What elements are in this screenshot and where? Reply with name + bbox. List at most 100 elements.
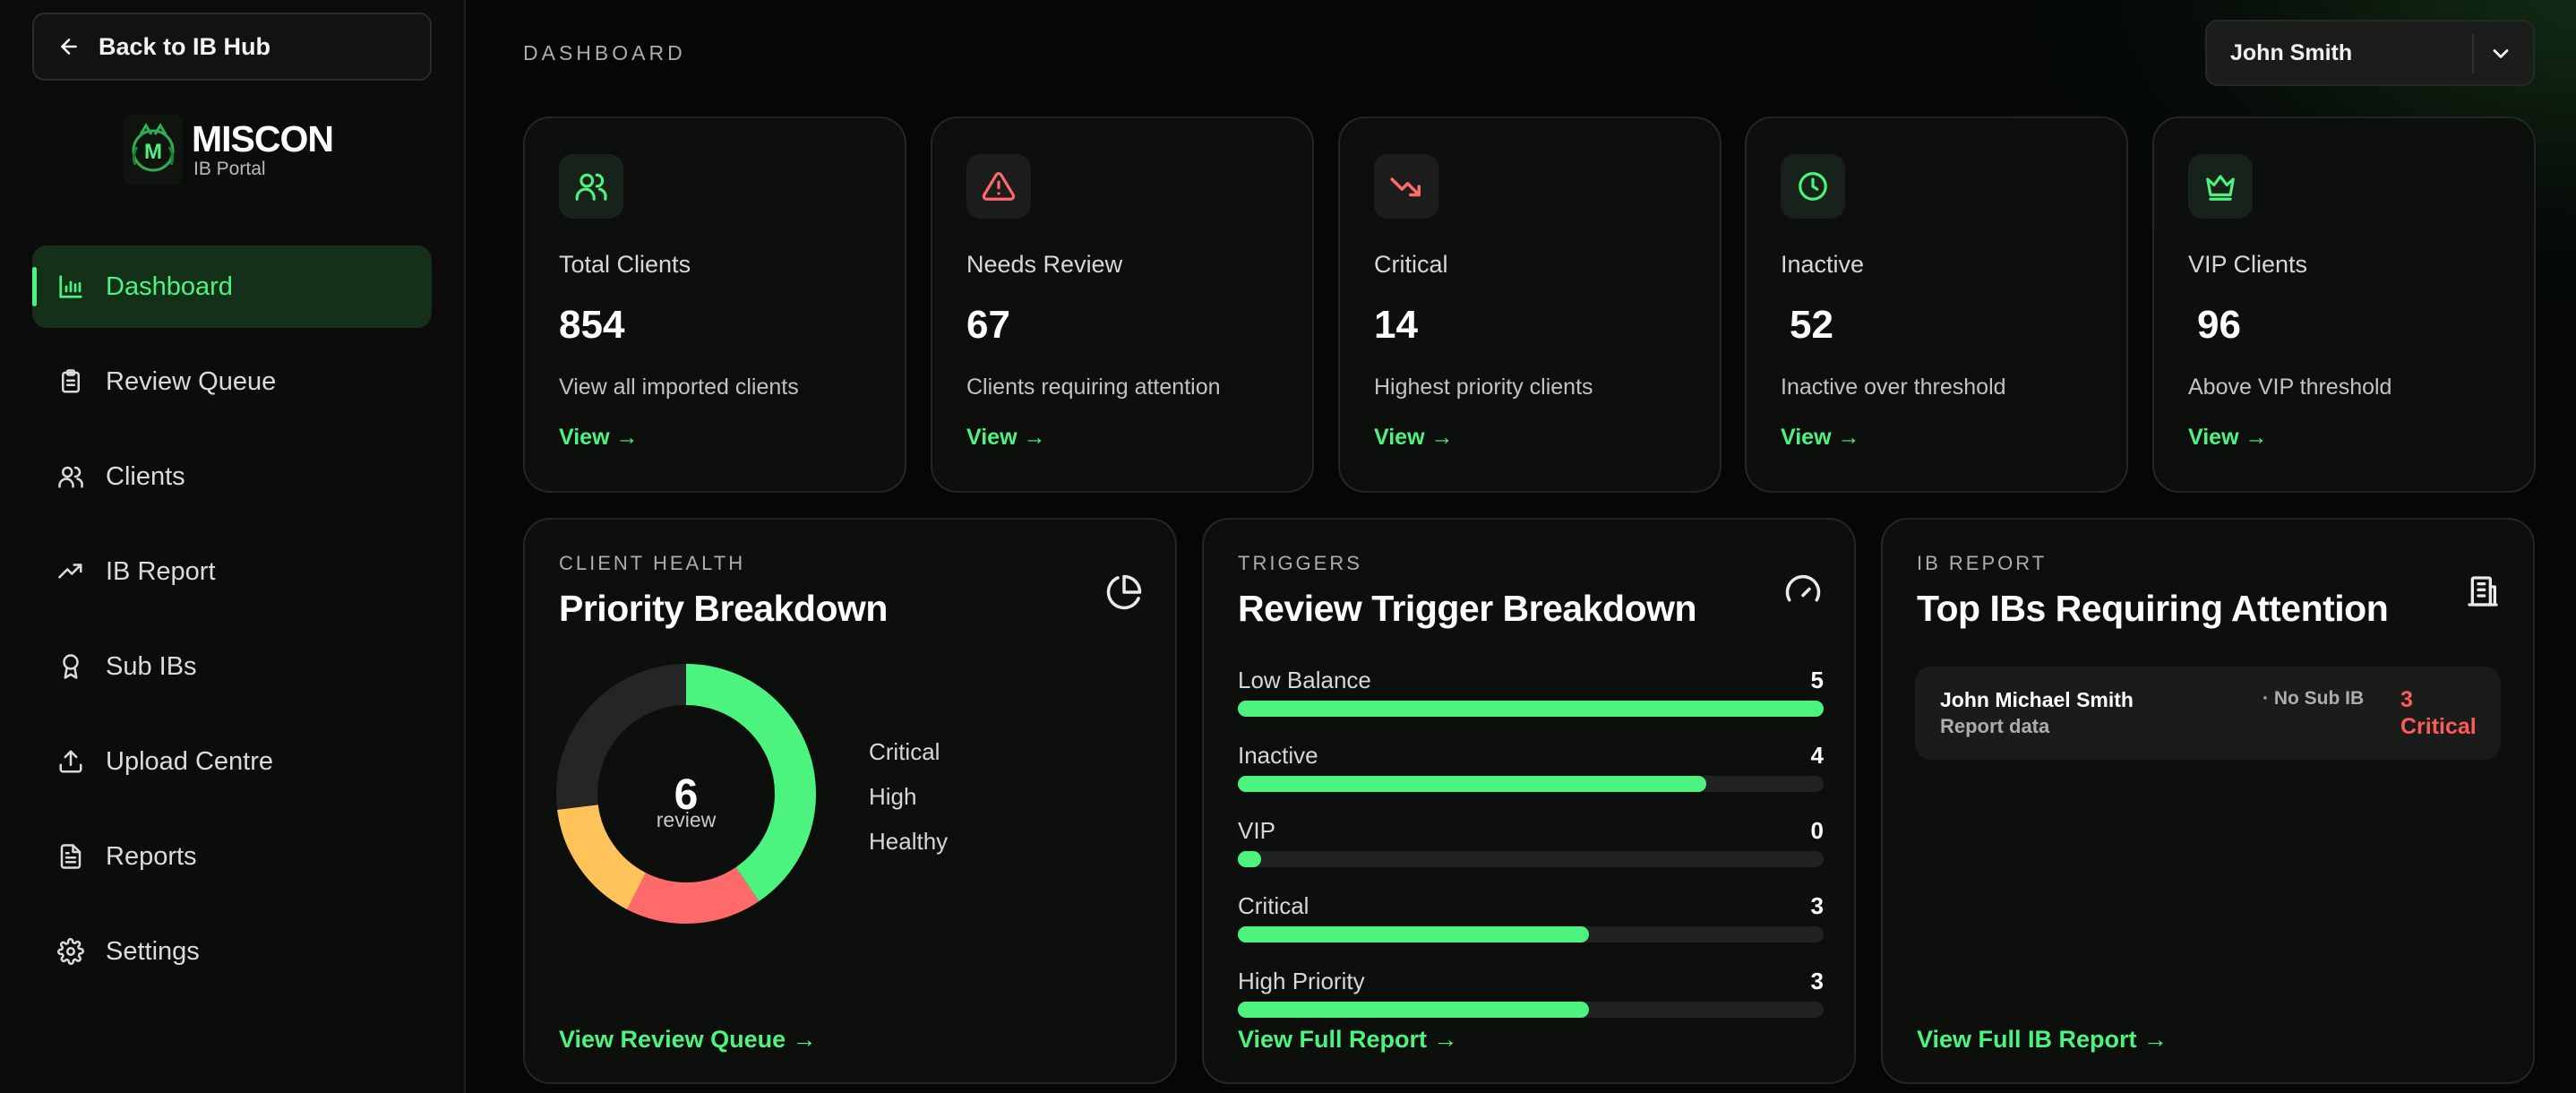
stat-label: Total Clients	[559, 251, 691, 278]
trigger-value: 3	[1810, 968, 1824, 994]
ib-critical-badge: 3 Critical	[2400, 686, 2499, 740]
clock-icon	[1781, 154, 1845, 219]
brand: M MISCON IB Portal	[124, 115, 334, 185]
legend-row-critical: Critical 3	[869, 738, 1238, 766]
pie-chart-icon	[1106, 574, 1142, 610]
legend-row-healthy: Healthy 0	[869, 828, 1238, 856]
donut-center-value: 6	[674, 771, 699, 819]
page-title: DASHBOARD	[523, 41, 686, 65]
gear-icon	[57, 938, 84, 965]
sidebar-item-settings[interactable]: Settings	[32, 910, 432, 993]
priority-donut-chart	[556, 664, 816, 924]
trigger-bar-track	[1238, 851, 1824, 867]
priority-breakdown-panel: CLIENT HEALTH Priority Breakdown 6 revie…	[523, 518, 1238, 1084]
trending-down-icon	[1374, 154, 1438, 219]
stat-card-needs-review[interactable]: Needs Review 67 Clients requiring attent…	[931, 116, 1314, 493]
stat-label: Needs Review	[966, 251, 1123, 278]
sidebar-item-upload-centre[interactable]: Upload Centre	[32, 720, 432, 803]
trigger-label: High Priority	[1238, 968, 1365, 994]
users-icon	[559, 154, 623, 219]
ib-critical-label: Critical	[2400, 714, 2477, 739]
user-name: John Smith	[2230, 39, 2353, 65]
clipboard-icon	[62, 369, 80, 393]
sidebar-item-sub-ibs[interactable]: Sub IBs	[32, 625, 432, 708]
trigger-row-high-priority: High Priority 3	[1238, 968, 1824, 1018]
stat-value: 52	[1790, 303, 1833, 347]
trigger-row-inactive: Inactive 4	[1238, 742, 1824, 792]
user-select[interactable]: John Smith	[2205, 20, 2535, 86]
stat-card-vip-clients[interactable]: VIP Clients 96 Above VIP threshold View …	[2152, 116, 2536, 493]
ib-sub-ib-status: · No Sub IB	[2263, 688, 2365, 709]
review-trigger-panel: TRIGGERS Review Trigger Breakdown Low Ba…	[1202, 518, 1856, 1084]
view-full-ib-report-link[interactable]: View Full IB Report →	[1917, 1026, 2168, 1053]
trending-up-icon	[58, 564, 82, 579]
ib-list-item[interactable]: John Michael Smith Report data · No Sub …	[1915, 667, 2501, 760]
stat-label: VIP Clients	[2188, 251, 2308, 278]
trigger-label: Critical	[1238, 892, 1309, 919]
sidebar-item-clients[interactable]: Clients	[32, 435, 432, 518]
legend-label: High	[869, 783, 917, 810]
brand-name: MISCON	[192, 118, 334, 159]
back-button-label: Back to IB Hub	[99, 32, 271, 60]
stat-description: Clients requiring attention	[966, 374, 1221, 400]
panel-title: Top IBs Requiring Attention	[1917, 588, 2389, 629]
stat-description: Above VIP threshold	[2188, 374, 2392, 400]
trigger-bar-track	[1238, 1002, 1824, 1018]
stat-card-inactive[interactable]: Inactive 52 Inactive over threshold View…	[1745, 116, 2128, 493]
sidebar-item-label: Dashboard	[106, 271, 233, 301]
stat-value: 14	[1374, 303, 1418, 347]
sidebar-item-label: Clients	[106, 461, 185, 491]
building-icon	[2468, 576, 2498, 607]
view-review-queue-link[interactable]: View Review Queue →	[559, 1026, 817, 1053]
legend-label: Healthy	[869, 828, 949, 855]
stat-description: Highest priority clients	[1374, 374, 1593, 400]
donut-center-label: review	[656, 808, 717, 831]
trigger-row-low-balance: Low Balance 5	[1238, 667, 1824, 717]
stat-card-total-clients[interactable]: Total Clients 854 View all imported clie…	[523, 116, 906, 493]
trigger-value: 3	[1810, 892, 1824, 919]
panel-eyebrow: IB REPORT	[1917, 552, 2048, 574]
trigger-label: Low Balance	[1238, 667, 1371, 693]
legend-label: Critical	[869, 738, 940, 765]
select-divider	[2472, 34, 2474, 73]
trigger-bar-fill	[1238, 926, 1590, 942]
panel-title: Review Trigger Breakdown	[1238, 588, 1697, 629]
stat-value: 96	[2197, 303, 2241, 347]
stat-view-link[interactable]: View →	[1374, 425, 1454, 450]
sidebar-item-review-queue[interactable]: Review Queue	[32, 340, 432, 423]
panel-eyebrow: TRIGGERS	[1238, 552, 1362, 574]
sidebar-item-reports[interactable]: Reports	[32, 815, 432, 898]
svg-text:M: M	[144, 140, 162, 164]
chevron-down-icon	[2493, 49, 2509, 58]
donut-segment-3	[556, 664, 816, 924]
trigger-bar-fill	[1238, 701, 1824, 717]
legend-row-high: High 3	[869, 783, 1238, 811]
bar-chart-icon	[59, 275, 82, 298]
sidebar-item-ib-report[interactable]: IB Report	[32, 530, 432, 613]
trigger-bar-fill	[1238, 851, 1261, 867]
sidebar-item-label: Review Queue	[106, 366, 277, 396]
sidebar-item-dashboard[interactable]: Dashboard	[32, 245, 432, 328]
stat-card-critical[interactable]: Critical 14 Highest priority clients Vie…	[1338, 116, 1722, 493]
trigger-label: VIP	[1238, 817, 1275, 844]
ib-critical-count: 3	[2400, 687, 2413, 712]
stat-view-link[interactable]: View →	[966, 425, 1046, 450]
view-full-report-link[interactable]: View Full Report →	[1238, 1026, 1458, 1053]
trigger-row-vip: VIP 0	[1238, 817, 1824, 867]
top-ibs-panel: IB REPORT Top IBs Requiring Attention Jo…	[1881, 518, 2535, 1084]
sidebar-nav: Dashboard Review Queue Clients IB Report…	[32, 245, 432, 1005]
back-to-hub-button[interactable]: Back to IB Hub	[32, 13, 432, 81]
trigger-bar-track	[1238, 701, 1824, 717]
stat-view-link[interactable]: View →	[559, 425, 639, 450]
sidebar-item-label: Reports	[106, 841, 197, 871]
file-text-icon	[60, 844, 82, 869]
warning-icon	[966, 154, 1031, 219]
stat-view-link[interactable]: View →	[1781, 425, 1860, 450]
gauge-icon	[1785, 574, 1821, 602]
brand-logo-icon: M	[124, 115, 183, 185]
stat-view-link[interactable]: View →	[2188, 425, 2268, 450]
ib-subtitle: Report data	[1940, 715, 2050, 737]
sidebar-item-label: Settings	[106, 936, 200, 966]
sidebar-item-label: Upload Centre	[106, 746, 273, 776]
